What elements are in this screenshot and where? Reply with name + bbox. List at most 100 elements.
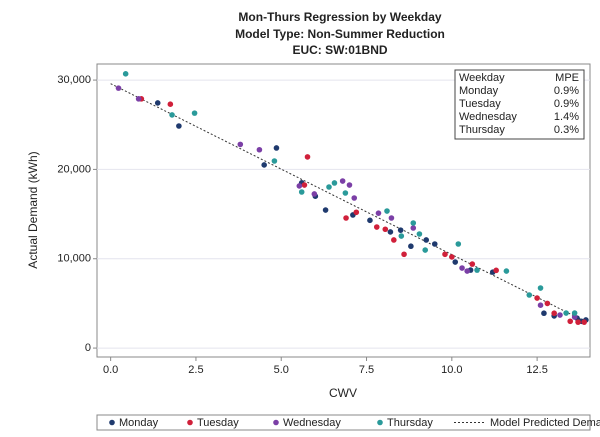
point xyxy=(398,233,405,239)
point xyxy=(298,189,305,195)
legend-label: Monday xyxy=(119,417,159,429)
point xyxy=(339,178,346,184)
mpe-table-cell: 1.4% xyxy=(554,111,579,123)
y-tick-label: 0 xyxy=(85,342,91,354)
point xyxy=(493,267,499,274)
point xyxy=(557,312,563,318)
point xyxy=(331,180,338,186)
point xyxy=(342,190,349,196)
point xyxy=(191,110,198,116)
legend-marker xyxy=(377,419,383,426)
point xyxy=(322,207,329,213)
point xyxy=(410,225,417,231)
point xyxy=(571,310,578,316)
point xyxy=(449,254,455,260)
model-line xyxy=(110,83,586,322)
point xyxy=(541,310,547,317)
point xyxy=(304,154,311,160)
point xyxy=(311,191,318,197)
point xyxy=(261,162,267,168)
mpe-table-cell: 0.9% xyxy=(554,85,579,97)
point xyxy=(503,268,510,274)
point xyxy=(388,215,395,221)
point xyxy=(537,285,544,291)
point xyxy=(154,100,161,106)
mpe-table-cell: 0.9% xyxy=(554,98,579,110)
point xyxy=(469,261,476,267)
point xyxy=(397,227,404,233)
chart-title: Mon-Thurs Regression by Weekday xyxy=(238,10,441,24)
legend-marker xyxy=(273,419,279,426)
legend-marker xyxy=(187,419,193,426)
y-axis-label: Actual Demand (kWh) xyxy=(26,151,40,268)
x-tick-label: 0.0 xyxy=(103,364,118,376)
point xyxy=(135,96,142,102)
mpe-table-cell: 0.3% xyxy=(554,124,579,136)
point xyxy=(382,226,389,233)
x-tick-label: 5.0 xyxy=(274,364,289,376)
point xyxy=(326,184,332,190)
chart-subtitle: EUC: SW:01BND xyxy=(292,43,387,57)
point xyxy=(122,71,129,77)
x-tick-label: 12.5 xyxy=(526,364,547,376)
point xyxy=(346,182,353,188)
point xyxy=(301,182,308,188)
legend-label: Model Predicted Demand xyxy=(490,417,600,429)
point xyxy=(431,241,438,247)
point xyxy=(367,217,373,224)
legend-marker xyxy=(109,419,115,426)
x-tick-label: 7.5 xyxy=(359,364,374,376)
point xyxy=(271,158,278,164)
point xyxy=(401,251,407,258)
point xyxy=(237,141,244,148)
point xyxy=(353,209,360,216)
point xyxy=(581,319,587,325)
mpe-table-cell: Wednesday xyxy=(459,111,517,123)
point xyxy=(375,210,382,216)
mpe-table-cell: Monday xyxy=(459,85,499,97)
y-tick-label: 20,000 xyxy=(57,163,91,175)
point xyxy=(296,183,303,189)
point xyxy=(115,85,122,91)
point xyxy=(256,146,263,153)
x-tick-label: 2.5 xyxy=(188,364,203,376)
legend-label: Thursday xyxy=(387,417,433,429)
point xyxy=(391,237,397,243)
point xyxy=(167,101,174,107)
point xyxy=(455,241,462,247)
point xyxy=(459,265,465,271)
point xyxy=(534,295,540,301)
point xyxy=(387,229,394,235)
point xyxy=(464,268,470,274)
x-tick-label: 10.0 xyxy=(441,364,462,376)
point xyxy=(571,314,578,320)
point xyxy=(351,195,358,201)
y-tick-label: 10,000 xyxy=(57,253,91,265)
legend-frame xyxy=(96,414,591,431)
mpe-table-header: MPE xyxy=(555,72,579,84)
point xyxy=(422,247,429,253)
point xyxy=(563,310,569,316)
point xyxy=(537,302,544,308)
legend-label: Wednesday xyxy=(283,417,341,429)
point xyxy=(452,259,459,265)
point xyxy=(423,237,430,243)
mpe-table-cell: Thursday xyxy=(459,124,505,136)
mpe-table-frame xyxy=(454,69,585,140)
point xyxy=(408,243,414,250)
point xyxy=(474,267,480,273)
point xyxy=(410,220,417,226)
point xyxy=(544,300,551,307)
point xyxy=(575,319,581,325)
point xyxy=(567,318,574,325)
point xyxy=(416,231,423,237)
point xyxy=(526,292,533,298)
mpe-table-cell: Tuesday xyxy=(459,98,501,110)
point xyxy=(176,123,182,129)
point xyxy=(442,251,448,258)
point xyxy=(384,208,390,214)
legend-label: Tuesday xyxy=(197,417,239,429)
point xyxy=(169,112,175,118)
